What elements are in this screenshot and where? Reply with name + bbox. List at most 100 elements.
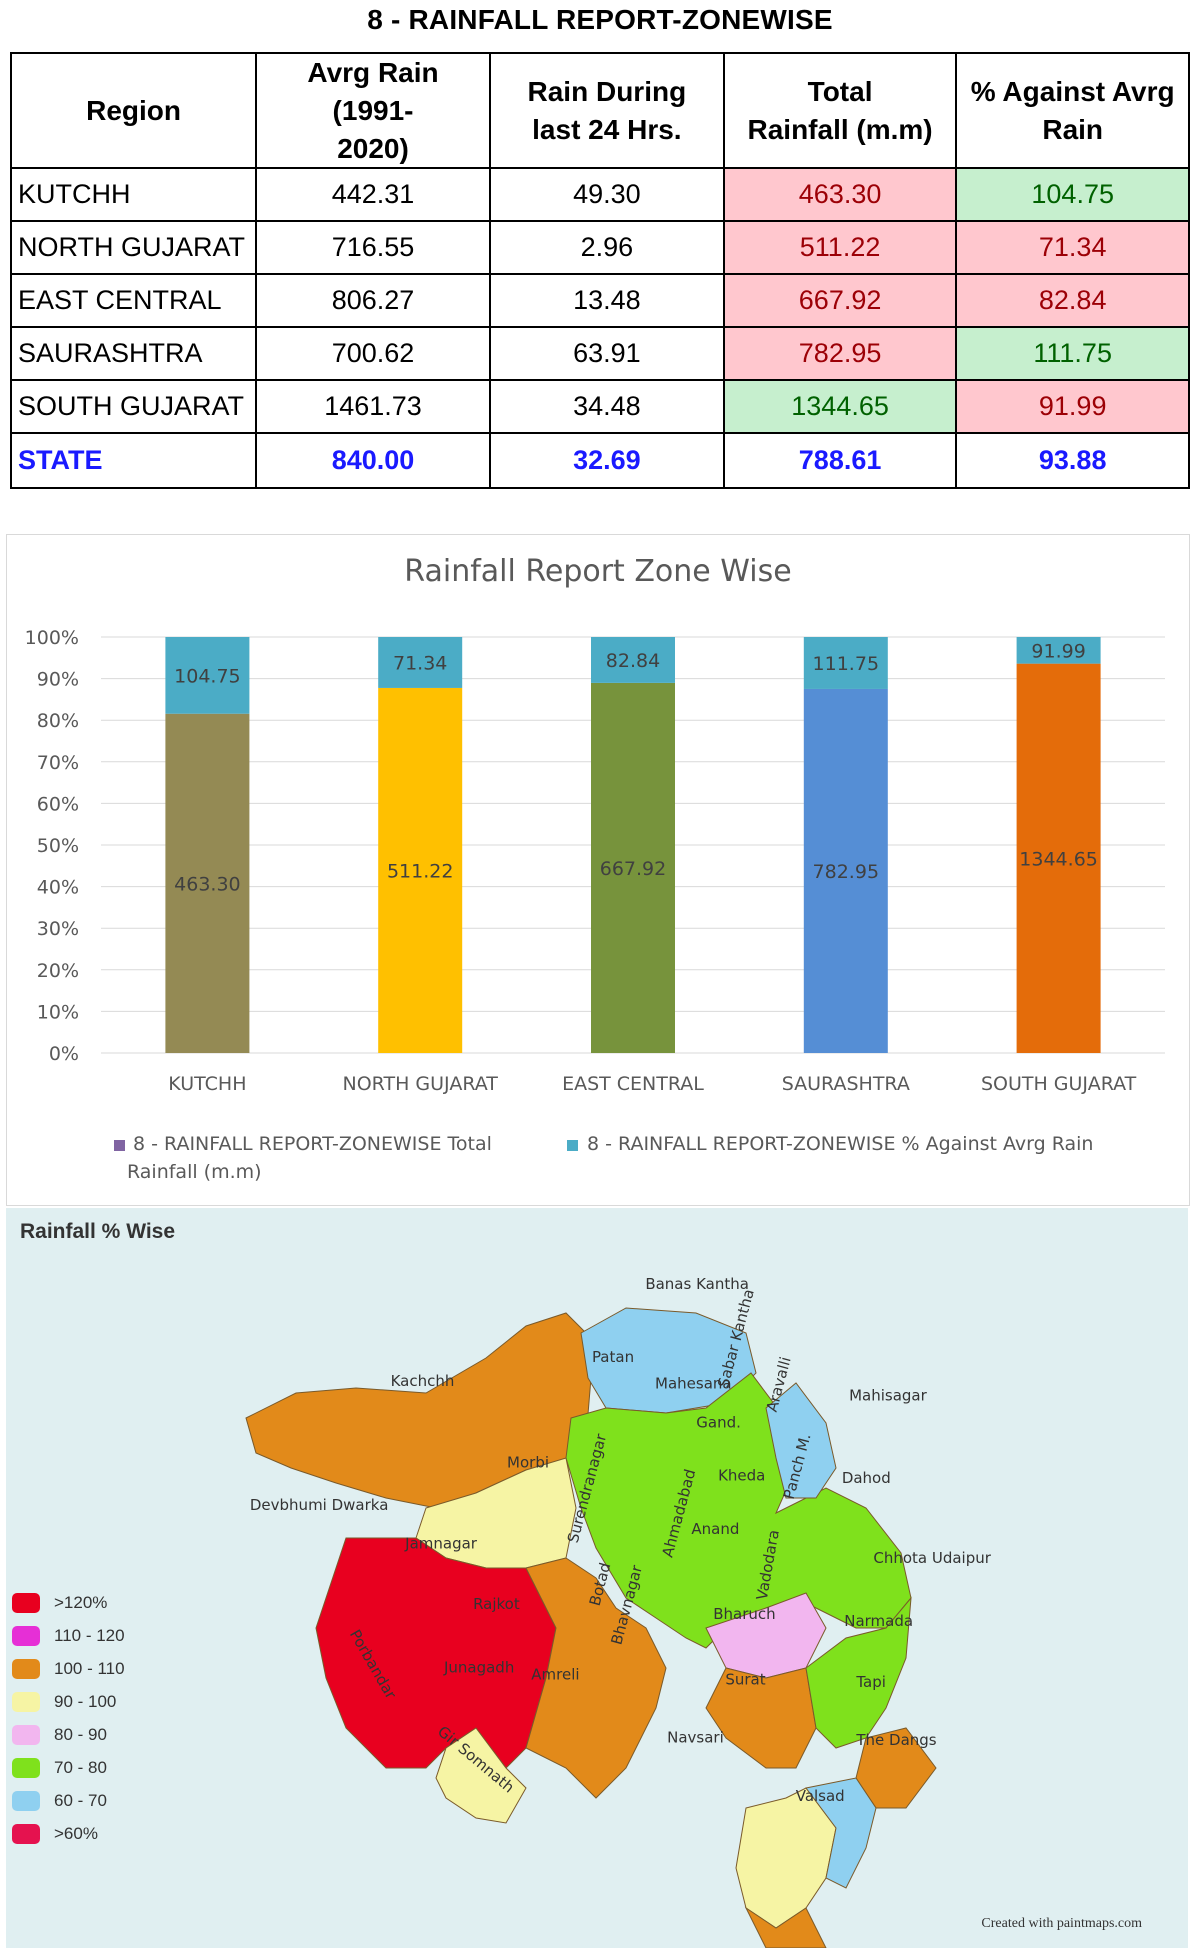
bar-total-rainfall (165, 713, 250, 1053)
map-credit: Created with paintmaps.com (981, 1916, 1142, 1931)
avg-rain-cell: 1461.73 (255, 379, 491, 435)
y-tick-label: 80% (37, 710, 79, 732)
bar-pct-against-avg (1016, 637, 1101, 664)
district-label: Devbhumi Dwarka (250, 1496, 389, 1514)
table-header-row: Region Avrg Rain (1991- 2020) Rain Durin… (9, 51, 1190, 170)
legend-label-total: 8 - RAINFALL REPORT-ZONEWISE Total (133, 1133, 492, 1155)
district-label: Valsad (796, 1787, 845, 1805)
district-label: Jamnagar (404, 1535, 478, 1553)
district-label: Surat (725, 1670, 765, 1688)
district-anand-bharuch (705, 1667, 817, 1769)
district-label: Bharuch (713, 1605, 775, 1623)
legend-swatch (12, 1659, 40, 1679)
rainfall-map: Banas Kantha Patan Mahesana Sabar Kantha Ara… (6, 1208, 1188, 1948)
header-avg-rain: Avrg Rain (1991- 2020) (255, 51, 491, 170)
district-label: Kachchh (391, 1372, 455, 1390)
legend-label: 80 - 90 (54, 1725, 107, 1744)
district-label: Anand (691, 1520, 739, 1538)
bar-pct-against-avg (378, 637, 463, 688)
data-label-pct: 104.75 (174, 665, 240, 687)
total-rainfall-cell: 511.22 (722, 220, 958, 276)
last-24-cell: 34.48 (488, 379, 725, 435)
x-tick-label: EAST CENTRAL (562, 1073, 704, 1095)
region-cell: SAURASHTRA (9, 326, 258, 382)
legend-label-total-cont: Rainfall (m.m) (127, 1161, 262, 1183)
data-label-pct: 82.84 (606, 650, 660, 672)
district-label: Gand. (696, 1413, 741, 1431)
last-24-cell: 2.96 (488, 220, 725, 276)
bar-pct-against-avg (803, 637, 888, 689)
header-pct-against-avg: % Against Avrg Rain (955, 51, 1190, 170)
legend-swatch (12, 1593, 40, 1613)
header-last-24: Rain During last 24 Hrs. (488, 51, 725, 170)
data-label-total: 511.22 (387, 860, 453, 882)
pct-against-avg-cell: 104.75 (955, 167, 1190, 223)
y-tick-label: 100% (25, 627, 79, 649)
district-gir-somnath (435, 1727, 527, 1824)
report-title: 8 - RAINFALL REPORT-ZONEWISE (367, 4, 833, 35)
district-label: Banas Kantha (645, 1275, 749, 1293)
last-24-cell: 49.30 (488, 167, 725, 223)
avg-rain-cell: 442.31 (255, 167, 491, 223)
legend-swatch (12, 1692, 40, 1712)
district-valsad (744, 1906, 827, 1948)
legend-label: 90 - 100 (54, 1692, 117, 1711)
total-rainfall-cell: 782.95 (722, 326, 958, 382)
header-region: Region (9, 51, 258, 170)
header-total-rainfall: Total Rainfall (m.m) (722, 51, 958, 170)
pct-against-avg-cell: 111.75 (955, 326, 1190, 382)
legend-label: 60 - 70 (54, 1791, 107, 1810)
data-label-pct: 111.75 (813, 653, 879, 675)
region-cell: NORTH GUJARAT (9, 220, 258, 276)
map-title: Rainfall % Wise (20, 1220, 176, 1243)
district-label: Morbi (507, 1453, 549, 1471)
state-total-rainfall-cell: 788.61 (722, 432, 958, 490)
x-tick-label: NORTH GUJARAT (343, 1073, 499, 1095)
legend-swatch-total (114, 1140, 125, 1151)
chart-title: Rainfall Report Zone Wise (404, 554, 791, 589)
y-tick-label: 60% (37, 793, 79, 815)
total-rainfall-cell: 1344.65 (722, 379, 958, 435)
y-tick-label: 30% (37, 918, 79, 940)
district-green-cluster (565, 1372, 912, 1649)
table-row: NORTH GUJARAT 716.55 2.96 511.22 71.34 (9, 220, 1190, 276)
legend-swatch (12, 1725, 40, 1745)
district-vadodara (805, 1596, 912, 1749)
legend-swatch (12, 1758, 40, 1778)
bar-total-rainfall (1016, 663, 1101, 1053)
legend-label: 70 - 80 (54, 1758, 107, 1777)
total-rainfall-cell: 463.30 (722, 167, 958, 223)
state-total-row: STATE 840.00 32.69 788.61 93.88 (9, 432, 1190, 490)
data-label-total: 782.95 (813, 861, 879, 883)
legend-swatch (12, 1791, 40, 1811)
district-label: Mahisagar (849, 1387, 928, 1405)
district-label: Dahod (842, 1469, 891, 1487)
bar-total-rainfall (378, 687, 463, 1053)
map-legend-item: 100 - 110 (12, 1658, 125, 1680)
map-legend-item: >120% (12, 1592, 107, 1614)
bar-pct-against-avg (591, 637, 675, 683)
y-tick-label: 70% (37, 752, 79, 774)
x-tick-label: SAURASHTRA (782, 1073, 910, 1095)
district-label: Amreli (531, 1666, 579, 1684)
bar-total-rainfall (591, 682, 675, 1053)
district-label: Mahesana (655, 1374, 732, 1392)
region-cell: EAST CENTRAL (9, 273, 258, 329)
district-amreli-bhavnagar (525, 1557, 667, 1799)
data-label-total: 1344.65 (1019, 848, 1098, 870)
map-legend-item: 80 - 90 (12, 1724, 107, 1746)
pct-against-avg-cell: 71.34 (955, 220, 1190, 276)
district-label: Navsari (667, 1729, 724, 1747)
district-label: Rajkot (473, 1595, 520, 1613)
data-label-pct: 91.99 (1031, 640, 1085, 662)
map-legend-item: 70 - 80 (12, 1757, 107, 1779)
state-pct-against-avg-cell: 93.88 (955, 432, 1190, 490)
y-tick-label: 20% (37, 960, 79, 982)
x-tick-label: KUTCHH (168, 1073, 246, 1095)
x-tick-label: SOUTH GUJARAT (981, 1073, 1137, 1095)
table-row: SAURASHTRA 700.62 63.91 782.95 111.75 (9, 326, 1190, 382)
district-label: Chhota Udaipur (873, 1549, 991, 1567)
y-tick-label: 50% (37, 835, 79, 857)
rainfall-table: Region Avrg Rain (1991- 2020) Rain Durin… (9, 51, 1190, 490)
